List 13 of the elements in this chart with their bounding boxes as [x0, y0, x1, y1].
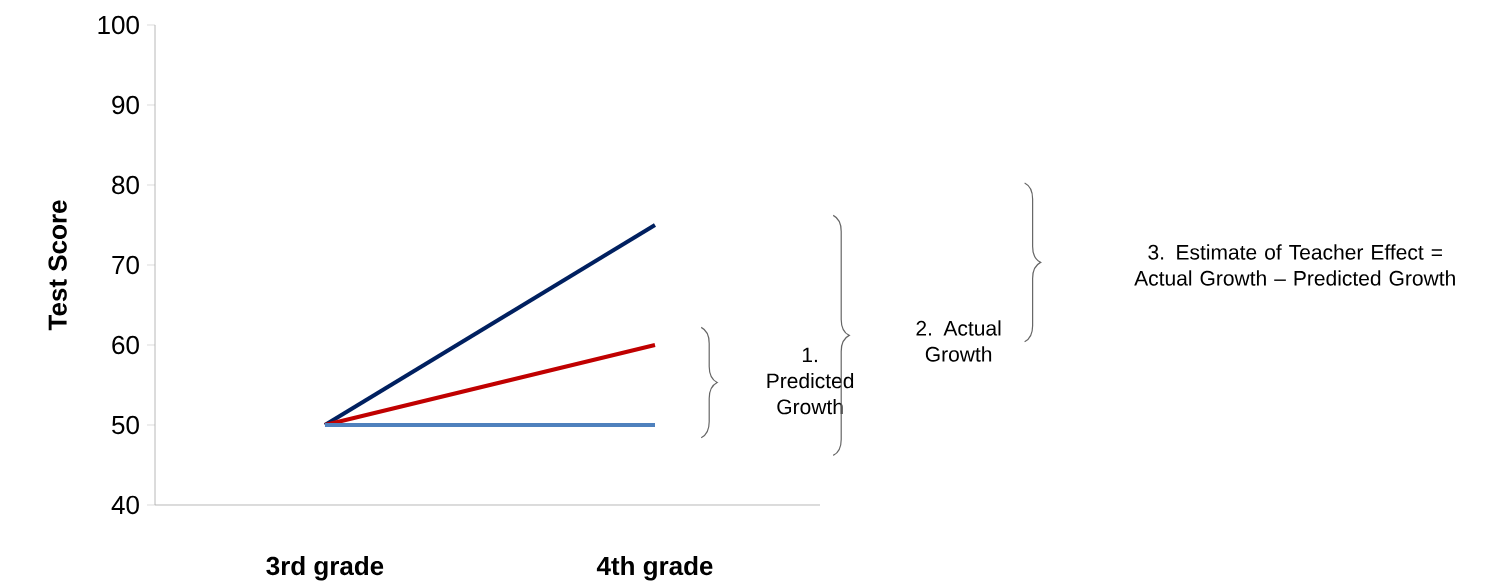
y-tick-label: 80 — [112, 175, 139, 195]
y-tick-label: 40 — [111, 495, 139, 515]
x-tick-label: 4th grade — [596, 556, 713, 581]
y-tick-label: 70 — [112, 255, 139, 275]
text: 3. Estimate of Teacher Effect = Actual Growth – Predicted Growth — [1134, 244, 1455, 286]
x-tick-label: 3rd grade — [266, 556, 384, 581]
annotation: 1. Predicted Growth — [767, 347, 854, 415]
text: 2. Actual Growth — [916, 320, 1001, 362]
y-tick-label: 50 — [112, 415, 139, 435]
y-tick-label: 100 — [98, 15, 139, 35]
y-axis-title: Test Score — [48, 200, 67, 331]
y-tick-label: 90 — [112, 95, 139, 115]
y-tick-label: 60 — [112, 335, 139, 355]
